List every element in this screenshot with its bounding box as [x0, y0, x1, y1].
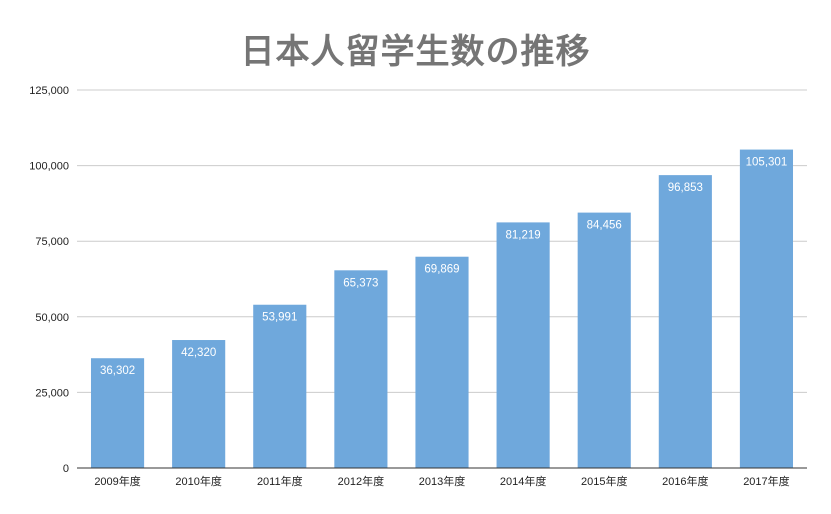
- x-tick-label: 2009年度: [94, 474, 140, 488]
- bar: [90, 358, 145, 468]
- data-label: 96,853: [668, 182, 703, 194]
- x-tick-label: 2011年度: [257, 474, 303, 488]
- data-label: 36,302: [100, 365, 135, 377]
- bar: [172, 340, 226, 468]
- data-label: 84,456: [587, 220, 622, 232]
- y-tick-label: 25,000: [35, 387, 69, 399]
- x-tick-label: 2013年度: [419, 474, 465, 488]
- x-axis-ticks: 2009年度 2010年度 2011年度 2012年度 2013年度 2014年度 2015…: [94, 474, 789, 488]
- data-label: 105,301: [746, 157, 788, 169]
- y-tick-label: 50,000: [35, 312, 69, 324]
- x-tick-label: 2010年度: [175, 474, 221, 488]
- chart-title: 日本人留学生数の推移: [240, 32, 591, 72]
- data-label: 65,373: [343, 277, 378, 289]
- y-tick-label: 125,000: [29, 85, 69, 97]
- x-tick-label: 2017年度: [743, 474, 789, 488]
- data-label: 53,991: [262, 312, 297, 324]
- bar: [496, 222, 550, 468]
- bars: 36,302 42,320 53,991 65,373 69,869 81,219 84,4…: [90, 149, 794, 469]
- data-label: 42,320: [181, 347, 216, 359]
- y-axis-ticks: 0 25,000 50,000 75,000 100,000 125,000: [29, 85, 69, 475]
- data-label: 69,869: [424, 264, 459, 276]
- y-tick-label: 0: [63, 463, 69, 475]
- x-tick-label: 2012年度: [338, 474, 384, 488]
- y-tick-label: 100,000: [29, 161, 69, 173]
- bar: [658, 175, 712, 469]
- x-tick-label: 2015年度: [581, 474, 627, 488]
- bar: [415, 256, 469, 468]
- bar: [577, 212, 631, 468]
- x-tick-label: 2014年度: [500, 474, 546, 488]
- bar: [253, 304, 307, 468]
- x-tick-label: 2016年度: [662, 474, 708, 488]
- bar: [739, 149, 794, 469]
- y-tick-label: 75,000: [35, 236, 69, 248]
- data-label: 81,219: [506, 229, 541, 241]
- bar: [334, 270, 388, 468]
